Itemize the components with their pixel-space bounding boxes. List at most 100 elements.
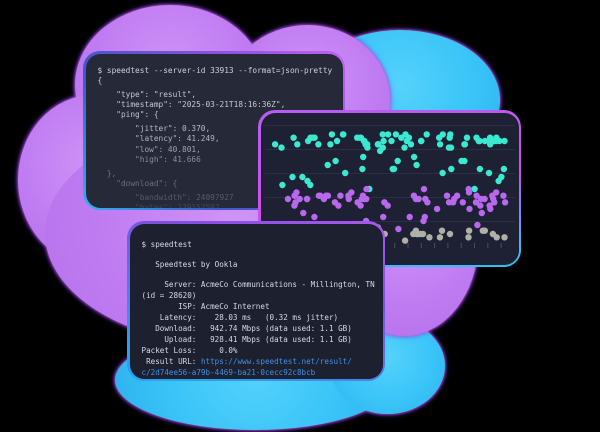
terminal-text: ISP: AcmeCo Internet <box>141 302 270 312</box>
data-dot <box>306 134 314 141</box>
terminal-line: "bytes": 239152592 <box>98 203 335 207</box>
terminal-line <box>142 271 379 281</box>
result-terminal-body: $ speedtest Speedtest by Ookla Server: A… <box>129 223 383 379</box>
data-dot <box>420 185 427 192</box>
result-url-link[interactable]: https://www.speedtest.net/result/ <box>200 356 352 366</box>
data-dot <box>501 198 508 205</box>
data-dot <box>334 201 342 209</box>
data-dot <box>493 233 500 240</box>
terminal-text: $ speedtest <box>141 239 192 249</box>
data-dot <box>421 213 428 220</box>
data-dot <box>433 205 440 212</box>
data-dot <box>410 153 417 160</box>
data-dot <box>475 137 482 144</box>
data-dot <box>465 205 473 212</box>
data-dot <box>453 192 460 199</box>
data-dot <box>380 198 388 205</box>
data-dot <box>374 140 382 147</box>
data-dot <box>423 130 430 138</box>
data-dot <box>331 157 339 164</box>
data-dot <box>278 181 286 188</box>
terminal-text: Result URL: <box>141 356 201 366</box>
data-dot <box>457 157 465 164</box>
result-url-link[interactable]: c/2d74ee56-a79b-4469-ba21-0cecc92c8bcb <box>141 367 316 377</box>
data-dot <box>345 195 352 202</box>
terminal-line: Packet Loss: 0.0% <box>142 346 379 357</box>
data-dot <box>298 173 306 180</box>
data-dot <box>436 233 443 240</box>
data-dot <box>481 137 488 144</box>
data-dot <box>464 233 472 240</box>
data-dot <box>500 233 508 240</box>
terminal-line: Speedtest by Ookla <box>142 260 379 271</box>
data-dot <box>339 130 346 138</box>
data-dot <box>499 192 507 199</box>
data-dot <box>379 143 386 151</box>
data-dot <box>389 165 396 172</box>
terminal-text: Upload: 928.41 Mbps (data used: 1.1 GB) <box>141 334 352 344</box>
data-dot <box>284 195 291 202</box>
data-dot <box>446 230 453 237</box>
data-dot <box>358 195 365 202</box>
data-dot <box>288 173 296 180</box>
terminal-line: Latency: 28.03 ms (0.32 ms jitter) <box>142 313 379 324</box>
data-dot <box>476 165 483 172</box>
data-dot <box>500 165 507 172</box>
data-dot <box>436 140 443 147</box>
terminal-text: Speedtest by Ookla <box>141 259 238 269</box>
data-dot <box>412 161 420 168</box>
data-dot <box>379 137 387 144</box>
data-dot <box>362 185 370 192</box>
terminal-line: "latency": 41.249, <box>97 134 220 144</box>
data-dot <box>439 130 446 138</box>
terminal-line: "type": "result", <box>97 89 197 99</box>
terminal-line: Upload: 928.41 Mbps (data used: 1.1 GB) <box>142 335 379 346</box>
data-dot <box>359 153 366 160</box>
data-dot <box>310 213 318 220</box>
data-dot <box>277 143 285 151</box>
data-dot <box>414 230 421 237</box>
terminal-line: "download": { <box>97 179 178 189</box>
data-dot <box>401 130 409 138</box>
data-dot <box>412 195 419 202</box>
data-dot <box>289 134 297 141</box>
data-dot <box>478 209 485 216</box>
terminal-text: (id = 28620) <box>141 291 197 301</box>
terminal-line: ISP: AcmeCo Internet <box>142 302 379 313</box>
data-dot <box>362 195 369 202</box>
terminal-window-speedtest-result: $ speedtest Speedtest by Ookla Server: A… <box>127 221 385 381</box>
terminal-line: "jitter": 0.370, <box>97 123 211 133</box>
data-dot <box>465 227 472 234</box>
data-dot <box>477 195 484 202</box>
data-dot <box>358 165 366 172</box>
data-dot <box>470 185 478 192</box>
latency-chart <box>264 124 515 248</box>
data-dot <box>303 177 311 184</box>
data-dot <box>459 198 466 205</box>
data-dot <box>394 157 401 164</box>
terminal-line <box>142 250 379 260</box>
data-dot <box>392 130 399 138</box>
data-dot <box>341 169 348 176</box>
terminal-text: Server: AcmeCo Communications - Millingt… <box>141 280 375 290</box>
data-dot <box>473 221 481 228</box>
data-dot <box>336 192 344 199</box>
data-dot <box>419 230 426 237</box>
data-dot <box>292 188 300 196</box>
data-dot <box>303 195 310 202</box>
data-dot <box>423 198 431 205</box>
data-dot <box>486 140 493 147</box>
terminal-line: "ping": { <box>97 110 159 120</box>
terminal-line: "high": 41.666 <box>97 155 201 165</box>
terminal-line: Server: AcmeCo Communications - Millingt… <box>142 280 379 291</box>
data-dot <box>328 130 335 138</box>
data-dot <box>299 209 306 216</box>
data-dot <box>400 143 408 151</box>
data-dot <box>445 198 452 205</box>
data-dot <box>485 169 492 176</box>
data-dot <box>324 161 331 168</box>
data-dot <box>447 143 454 151</box>
terminal-line: { <box>97 75 103 85</box>
terminal-line: (id = 28620) <box>142 291 379 302</box>
data-dot <box>320 195 327 202</box>
